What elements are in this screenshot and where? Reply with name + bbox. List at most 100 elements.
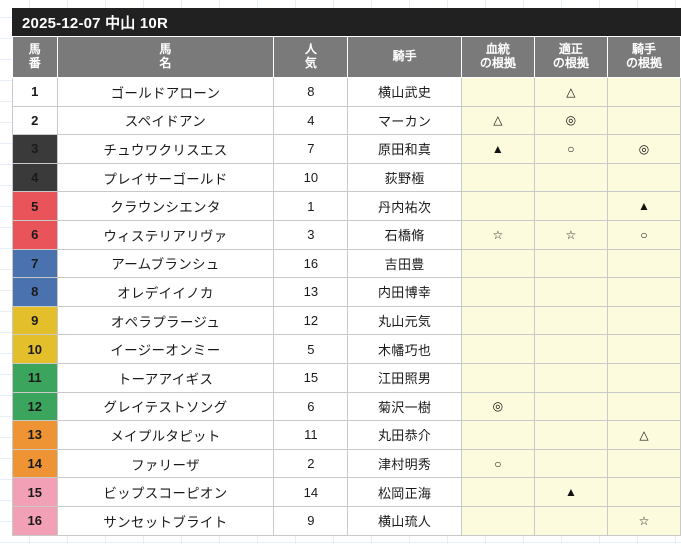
pedigree-basis-cell	[460, 505, 535, 536]
gate-number-cell: 15	[12, 477, 58, 507]
horse-name-cell[interactable]: イージーオンミー	[56, 334, 275, 364]
evaluation-mark-icon: ○	[567, 141, 575, 156]
gate-number-cell: 8	[12, 277, 58, 307]
jockey-name-cell[interactable]: 横山武史	[347, 77, 462, 107]
horse-name-cell[interactable]: グレイテストソング	[56, 391, 275, 422]
horse-name-cell[interactable]: サンセットブライト	[56, 505, 275, 536]
jockey-name-cell[interactable]: 原田和真	[347, 134, 462, 164]
horse-name-cell[interactable]: トーアアイギス	[56, 362, 275, 393]
table-row[interactable]: 1 ゴールドアローン 8 横山武史 △	[12, 77, 681, 107]
evaluation-mark-icon: ▲	[564, 485, 577, 500]
jockey-name-cell[interactable]: 荻野極	[347, 162, 462, 193]
jockey-name-cell[interactable]: 松岡正海	[347, 477, 462, 507]
gate-number-cell: 6	[12, 219, 58, 250]
table-row[interactable]: 6 ウィステリアリヴァ 3 石橋脩 ☆ ☆ ○	[12, 219, 681, 250]
gate-number-cell: 1	[12, 77, 58, 107]
horse-name-cell[interactable]: アームブランシュ	[56, 248, 275, 279]
jockey-basis-cell: ◎	[606, 134, 681, 164]
table-row[interactable]: 13 メイプルタピット 11 丸田恭介 △	[12, 420, 681, 450]
horse-name-cell[interactable]: オレデイイノカ	[56, 277, 275, 307]
table-row[interactable]: 9 オペラプラージュ 12 丸山元気	[12, 305, 681, 336]
horse-name-cell[interactable]: メイプルタピット	[56, 420, 275, 450]
jockey-name-cell[interactable]: 吉田豊	[347, 248, 462, 279]
horse-name-cell[interactable]: ファリーザ	[56, 448, 275, 479]
gate-number-cell: 7	[12, 248, 58, 279]
pedigree-basis-cell	[460, 334, 535, 364]
jockey-name-cell[interactable]: 丸田恭介	[347, 420, 462, 450]
horse-name-cell[interactable]: オペラプラージュ	[56, 305, 275, 336]
horse-name-cell[interactable]: ウィステリアリヴァ	[56, 219, 275, 250]
gate-number-cell: 16	[12, 505, 58, 536]
evaluation-mark-icon: ◎	[492, 399, 504, 414]
race-entries-table: 馬番馬名人気騎手 血統 の根拠 適正 の根拠 騎手 の根拠 1 ゴールドアローン 8 横山武史 △ 2…	[12, 36, 681, 536]
jockey-name-cell[interactable]: 横山琉人	[347, 505, 462, 536]
aptitude-basis-cell	[533, 505, 608, 536]
jockey-name-cell[interactable]: 内田博幸	[347, 277, 462, 307]
evaluation-mark-icon: △	[639, 427, 649, 442]
jockey-basis-cell	[606, 77, 681, 107]
table-row[interactable]: 3 チュウワクリスエス 7 原田和真 ▲ ○ ◎	[12, 134, 681, 164]
evaluation-mark-icon: ☆	[492, 227, 504, 242]
table-row[interactable]: 7 アームブランシュ 16 吉田豊	[12, 248, 681, 279]
column-pedigree-basis[interactable]: 血統 の根拠	[460, 36, 535, 78]
horse-name-cell[interactable]: チュウワクリスエス	[56, 134, 275, 164]
table-row[interactable]: 11 トーアアイギス 15 江田照男	[12, 362, 681, 393]
column-label-line2: 名	[159, 56, 172, 70]
jockey-basis-cell	[606, 105, 681, 136]
horse-name-cell[interactable]: プレイサーゴールド	[56, 162, 275, 193]
table-row[interactable]: 8 オレデイイノカ 13 内田博幸	[12, 277, 681, 307]
table-row[interactable]: 2 スペイドアン 4 マーカン △ ◎	[12, 105, 681, 136]
table-row[interactable]: 16 サンセットブライト 9 横山琉人 ☆	[12, 505, 681, 536]
column-jockey[interactable]: 騎手	[347, 36, 462, 78]
aptitude-basis-cell: ☆	[533, 219, 608, 250]
jockey-basis-cell: ○	[606, 219, 681, 250]
jockey-name-cell[interactable]: 江田照男	[347, 362, 462, 393]
jockey-basis-cell	[606, 305, 681, 336]
gate-number-cell: 12	[12, 391, 58, 422]
table-row[interactable]: 15 ビップスコーピオン 14 松岡正海 ▲	[12, 477, 681, 507]
jockey-name-cell[interactable]: 木幡巧也	[347, 334, 462, 364]
horse-name-cell[interactable]: クラウンシエンタ	[56, 191, 275, 221]
pedigree-basis-cell: ☆	[460, 219, 535, 250]
evaluation-mark-icon: ▲	[491, 141, 504, 156]
popularity-cell: 16	[273, 248, 349, 279]
pedigree-basis-cell: △	[460, 105, 535, 136]
jockey-name-cell[interactable]: 丸山元気	[347, 305, 462, 336]
column-gate-number[interactable]: 馬番	[12, 36, 58, 78]
gate-number-cell: 3	[12, 134, 58, 164]
popularity-cell: 2	[273, 448, 349, 479]
aptitude-basis-cell	[533, 362, 608, 393]
jockey-name-cell[interactable]: 菊沢一樹	[347, 391, 462, 422]
column-jockey-basis[interactable]: 騎手 の根拠	[606, 36, 681, 78]
jockey-name-cell[interactable]: 津村明秀	[347, 448, 462, 479]
gate-number-cell: 5	[12, 191, 58, 221]
pedigree-basis-cell: ◎	[460, 391, 535, 422]
gate-number-cell: 9	[12, 305, 58, 336]
popularity-cell: 1	[273, 191, 349, 221]
evaluation-mark-icon: ◎	[565, 113, 577, 128]
jockey-basis-cell	[606, 248, 681, 279]
table-row[interactable]: 4 プレイサーゴールド 10 荻野極	[12, 162, 681, 193]
pedigree-basis-cell	[460, 191, 535, 221]
table-row[interactable]: 10 イージーオンミー 5 木幡巧也	[12, 334, 681, 364]
table-row[interactable]: 12 グレイテストソング 6 菊沢一樹 ◎	[12, 391, 681, 422]
jockey-name-cell[interactable]: 石橋脩	[347, 219, 462, 250]
jockey-basis-cell	[606, 362, 681, 393]
horse-name-cell[interactable]: スペイドアン	[56, 105, 275, 136]
table-row[interactable]: 14 ファリーザ 2 津村明秀 ○	[12, 448, 681, 479]
pedigree-basis-cell	[460, 420, 535, 450]
horse-name-cell[interactable]: ビップスコーピオン	[56, 477, 275, 507]
horse-name-cell[interactable]: ゴールドアローン	[56, 77, 275, 107]
jockey-name-cell[interactable]: マーカン	[347, 105, 462, 136]
column-horse-name[interactable]: 馬名	[56, 36, 275, 78]
popularity-cell: 13	[273, 277, 349, 307]
jockey-name-cell[interactable]: 丹内祐次	[347, 191, 462, 221]
column-aptitude-basis[interactable]: 適正 の根拠	[533, 36, 608, 78]
table-row[interactable]: 5 クラウンシエンタ 1 丹内祐次 ▲	[12, 191, 681, 221]
column-popularity[interactable]: 人気	[273, 36, 349, 78]
evaluation-mark-icon: ☆	[565, 227, 577, 242]
popularity-cell: 6	[273, 391, 349, 422]
jockey-basis-cell: △	[606, 420, 681, 450]
aptitude-basis-cell	[533, 448, 608, 479]
jockey-basis-cell	[606, 334, 681, 364]
